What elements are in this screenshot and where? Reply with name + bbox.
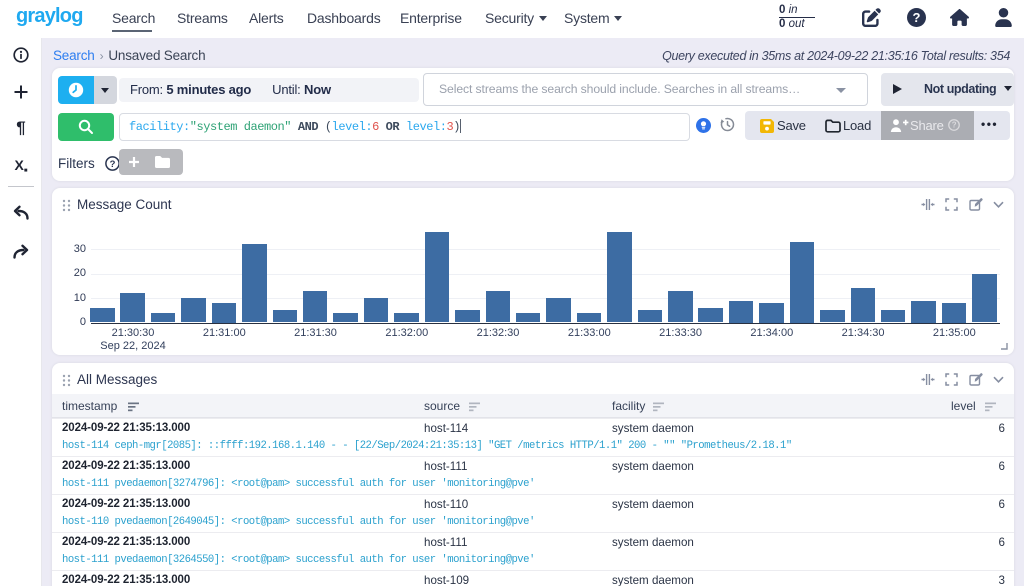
svg-text:?: ? (913, 10, 921, 25)
svg-text:?: ? (110, 159, 116, 170)
svg-text:?: ? (952, 121, 957, 130)
